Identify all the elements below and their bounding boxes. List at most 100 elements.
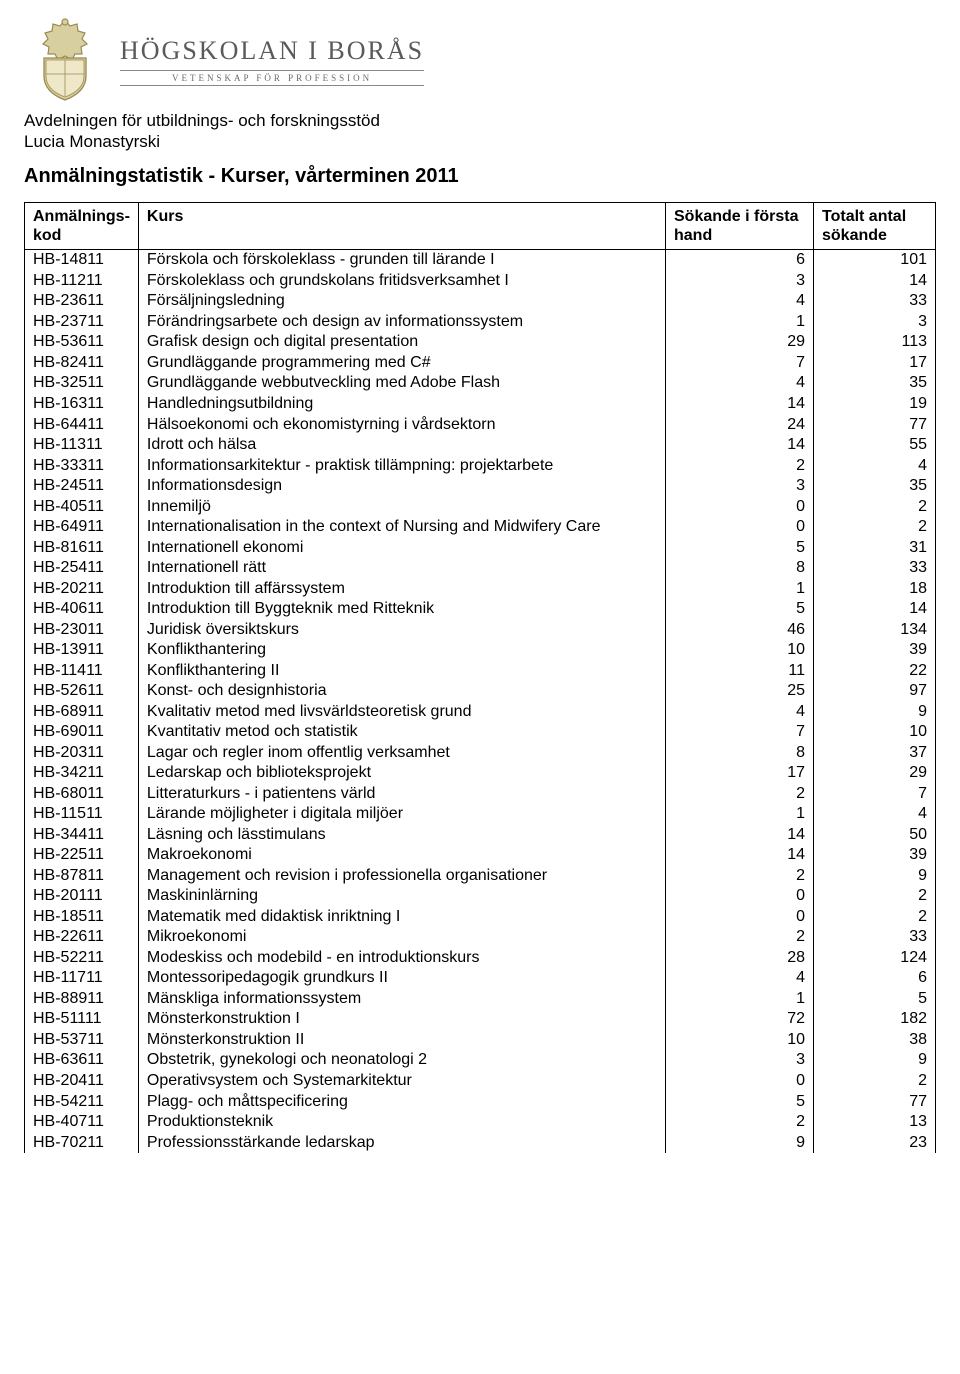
cell-hand: 2 xyxy=(666,1112,814,1133)
table-row: HB-68911Kvalitativ metod med livsvärldst… xyxy=(25,701,936,722)
cell-total: 39 xyxy=(814,845,936,866)
cell-code: HB-88911 xyxy=(25,988,139,1009)
cell-code: HB-81611 xyxy=(25,537,139,558)
table-row: HB-23711Förändringsarbete och design av … xyxy=(25,311,936,332)
cell-total: 2 xyxy=(814,517,936,538)
table-row: HB-88911Mänskliga informationssystem15 xyxy=(25,988,936,1009)
cell-code: HB-22511 xyxy=(25,845,139,866)
cell-hand: 4 xyxy=(666,373,814,394)
cell-course: Professionsstärkande ledarskap xyxy=(138,1132,665,1153)
table-row: HB-11511Lärande möjligheter i digitala m… xyxy=(25,804,936,825)
table-row: HB-23611Försäljningsledning433 xyxy=(25,291,936,312)
table-row: HB-33311Informationsarkitektur - praktis… xyxy=(25,455,936,476)
cell-code: HB-11311 xyxy=(25,435,139,456)
cell-code: HB-64911 xyxy=(25,517,139,538)
cell-course: Litteraturkurs - i patientens värld xyxy=(138,783,665,804)
table-row: HB-32511Grundläggande webbutveckling med… xyxy=(25,373,936,394)
cell-hand: 0 xyxy=(666,886,814,907)
cell-hand: 0 xyxy=(666,496,814,517)
cell-total: 77 xyxy=(814,1091,936,1112)
crest-icon xyxy=(24,14,106,104)
cell-code: HB-68911 xyxy=(25,701,139,722)
cell-hand: 3 xyxy=(666,476,814,497)
cell-course: Grundläggande programmering med C# xyxy=(138,352,665,373)
cell-hand: 9 xyxy=(666,1132,814,1153)
table-row: HB-64911Internationalisation in the cont… xyxy=(25,517,936,538)
cell-code: HB-23711 xyxy=(25,311,139,332)
cell-code: HB-34411 xyxy=(25,824,139,845)
cell-course: Hälsoekonomi och ekonomistyrning i vårds… xyxy=(138,414,665,435)
cell-code: HB-22611 xyxy=(25,927,139,948)
cell-course: Mönsterkonstruktion II xyxy=(138,1029,665,1050)
cell-hand: 4 xyxy=(666,291,814,312)
header: HÖGSKOLAN I BORÅS VETENSKAP FÖR PROFESSI… xyxy=(24,14,936,104)
table-row: HB-64411Hälsoekonomi och ekonomistyrning… xyxy=(25,414,936,435)
cell-total: 22 xyxy=(814,660,936,681)
cell-hand: 11 xyxy=(666,660,814,681)
table-row: HB-69011Kvantitativ metod och statistik7… xyxy=(25,722,936,743)
cell-code: HB-11411 xyxy=(25,660,139,681)
cell-code: HB-53711 xyxy=(25,1029,139,1050)
table-row: HB-16311Handledningsutbildning1419 xyxy=(25,393,936,414)
cell-total: 182 xyxy=(814,1009,936,1030)
cell-hand: 17 xyxy=(666,763,814,784)
cell-course: Informationsarkitektur - praktisk tilläm… xyxy=(138,455,665,476)
cell-course: Kvalitativ metod med livsvärldsteoretisk… xyxy=(138,701,665,722)
cell-total: 33 xyxy=(814,291,936,312)
cell-code: HB-69011 xyxy=(25,722,139,743)
table-row: HB-22611Mikroekonomi233 xyxy=(25,927,936,948)
cell-course: Idrott och hälsa xyxy=(138,435,665,456)
table-row: HB-20111Maskininlärning02 xyxy=(25,886,936,907)
cell-total: 2 xyxy=(814,906,936,927)
department-block: Avdelningen för utbildnings- och forskni… xyxy=(24,110,936,153)
table-row: HB-34211Ledarskap och biblioteksprojekt1… xyxy=(25,763,936,784)
cell-code: HB-32511 xyxy=(25,373,139,394)
cell-total: 33 xyxy=(814,558,936,579)
cell-total: 2 xyxy=(814,1071,936,1092)
logo-main: HÖGSKOLAN I BORÅS xyxy=(120,36,424,66)
cell-course: Mönsterkonstruktion I xyxy=(138,1009,665,1030)
cell-code: HB-64411 xyxy=(25,414,139,435)
cell-total: 33 xyxy=(814,927,936,948)
table-row: HB-20411Operativsystem och Systemarkitek… xyxy=(25,1071,936,1092)
cell-hand: 1 xyxy=(666,311,814,332)
cell-code: HB-16311 xyxy=(25,393,139,414)
cell-code: HB-14811 xyxy=(25,249,139,270)
cell-hand: 10 xyxy=(666,1029,814,1050)
cell-course: Introduktion till Byggteknik med Rittekn… xyxy=(138,599,665,620)
cell-total: 134 xyxy=(814,619,936,640)
cell-course: Juridisk översiktskurs xyxy=(138,619,665,640)
table-row: HB-52211Modeskiss och modebild - en intr… xyxy=(25,947,936,968)
cell-course: Ledarskap och biblioteksprojekt xyxy=(138,763,665,784)
cell-code: HB-11511 xyxy=(25,804,139,825)
cell-hand: 7 xyxy=(666,352,814,373)
cell-course: Handledningsutbildning xyxy=(138,393,665,414)
table-row: HB-11711Montessoripedagogik grundkurs II… xyxy=(25,968,936,989)
cell-hand: 2 xyxy=(666,455,814,476)
cell-code: HB-20311 xyxy=(25,742,139,763)
cell-hand: 14 xyxy=(666,393,814,414)
table-row: HB-53611Grafisk design och digital prese… xyxy=(25,332,936,353)
col-hand-header: Sökande i förstahand xyxy=(666,202,814,249)
cell-code: HB-52611 xyxy=(25,681,139,702)
cell-course: Internationell ekonomi xyxy=(138,537,665,558)
cell-code: HB-63611 xyxy=(25,1050,139,1071)
cell-course: Lärande möjligheter i digitala miljöer xyxy=(138,804,665,825)
cell-course: Mänskliga informationssystem xyxy=(138,988,665,1009)
cell-code: HB-24511 xyxy=(25,476,139,497)
cell-code: HB-20111 xyxy=(25,886,139,907)
cell-code: HB-23611 xyxy=(25,291,139,312)
table-row: HB-24511Informationsdesign335 xyxy=(25,476,936,497)
logo-sub: VETENSKAP FÖR PROFESSION xyxy=(120,70,424,86)
cell-course: Förändringsarbete och design av informat… xyxy=(138,311,665,332)
cell-total: 19 xyxy=(814,393,936,414)
cell-course: Kvantitativ metod och statistik xyxy=(138,722,665,743)
cell-course: Grundläggande webbutveckling med Adobe F… xyxy=(138,373,665,394)
cell-code: HB-40611 xyxy=(25,599,139,620)
cell-hand: 5 xyxy=(666,1091,814,1112)
cell-total: 9 xyxy=(814,1050,936,1071)
cell-course: Försäljningsledning xyxy=(138,291,665,312)
table-row: HB-13911Konflikthantering1039 xyxy=(25,640,936,661)
table-row: HB-70211Professionsstärkande ledarskap92… xyxy=(25,1132,936,1153)
cell-total: 39 xyxy=(814,640,936,661)
